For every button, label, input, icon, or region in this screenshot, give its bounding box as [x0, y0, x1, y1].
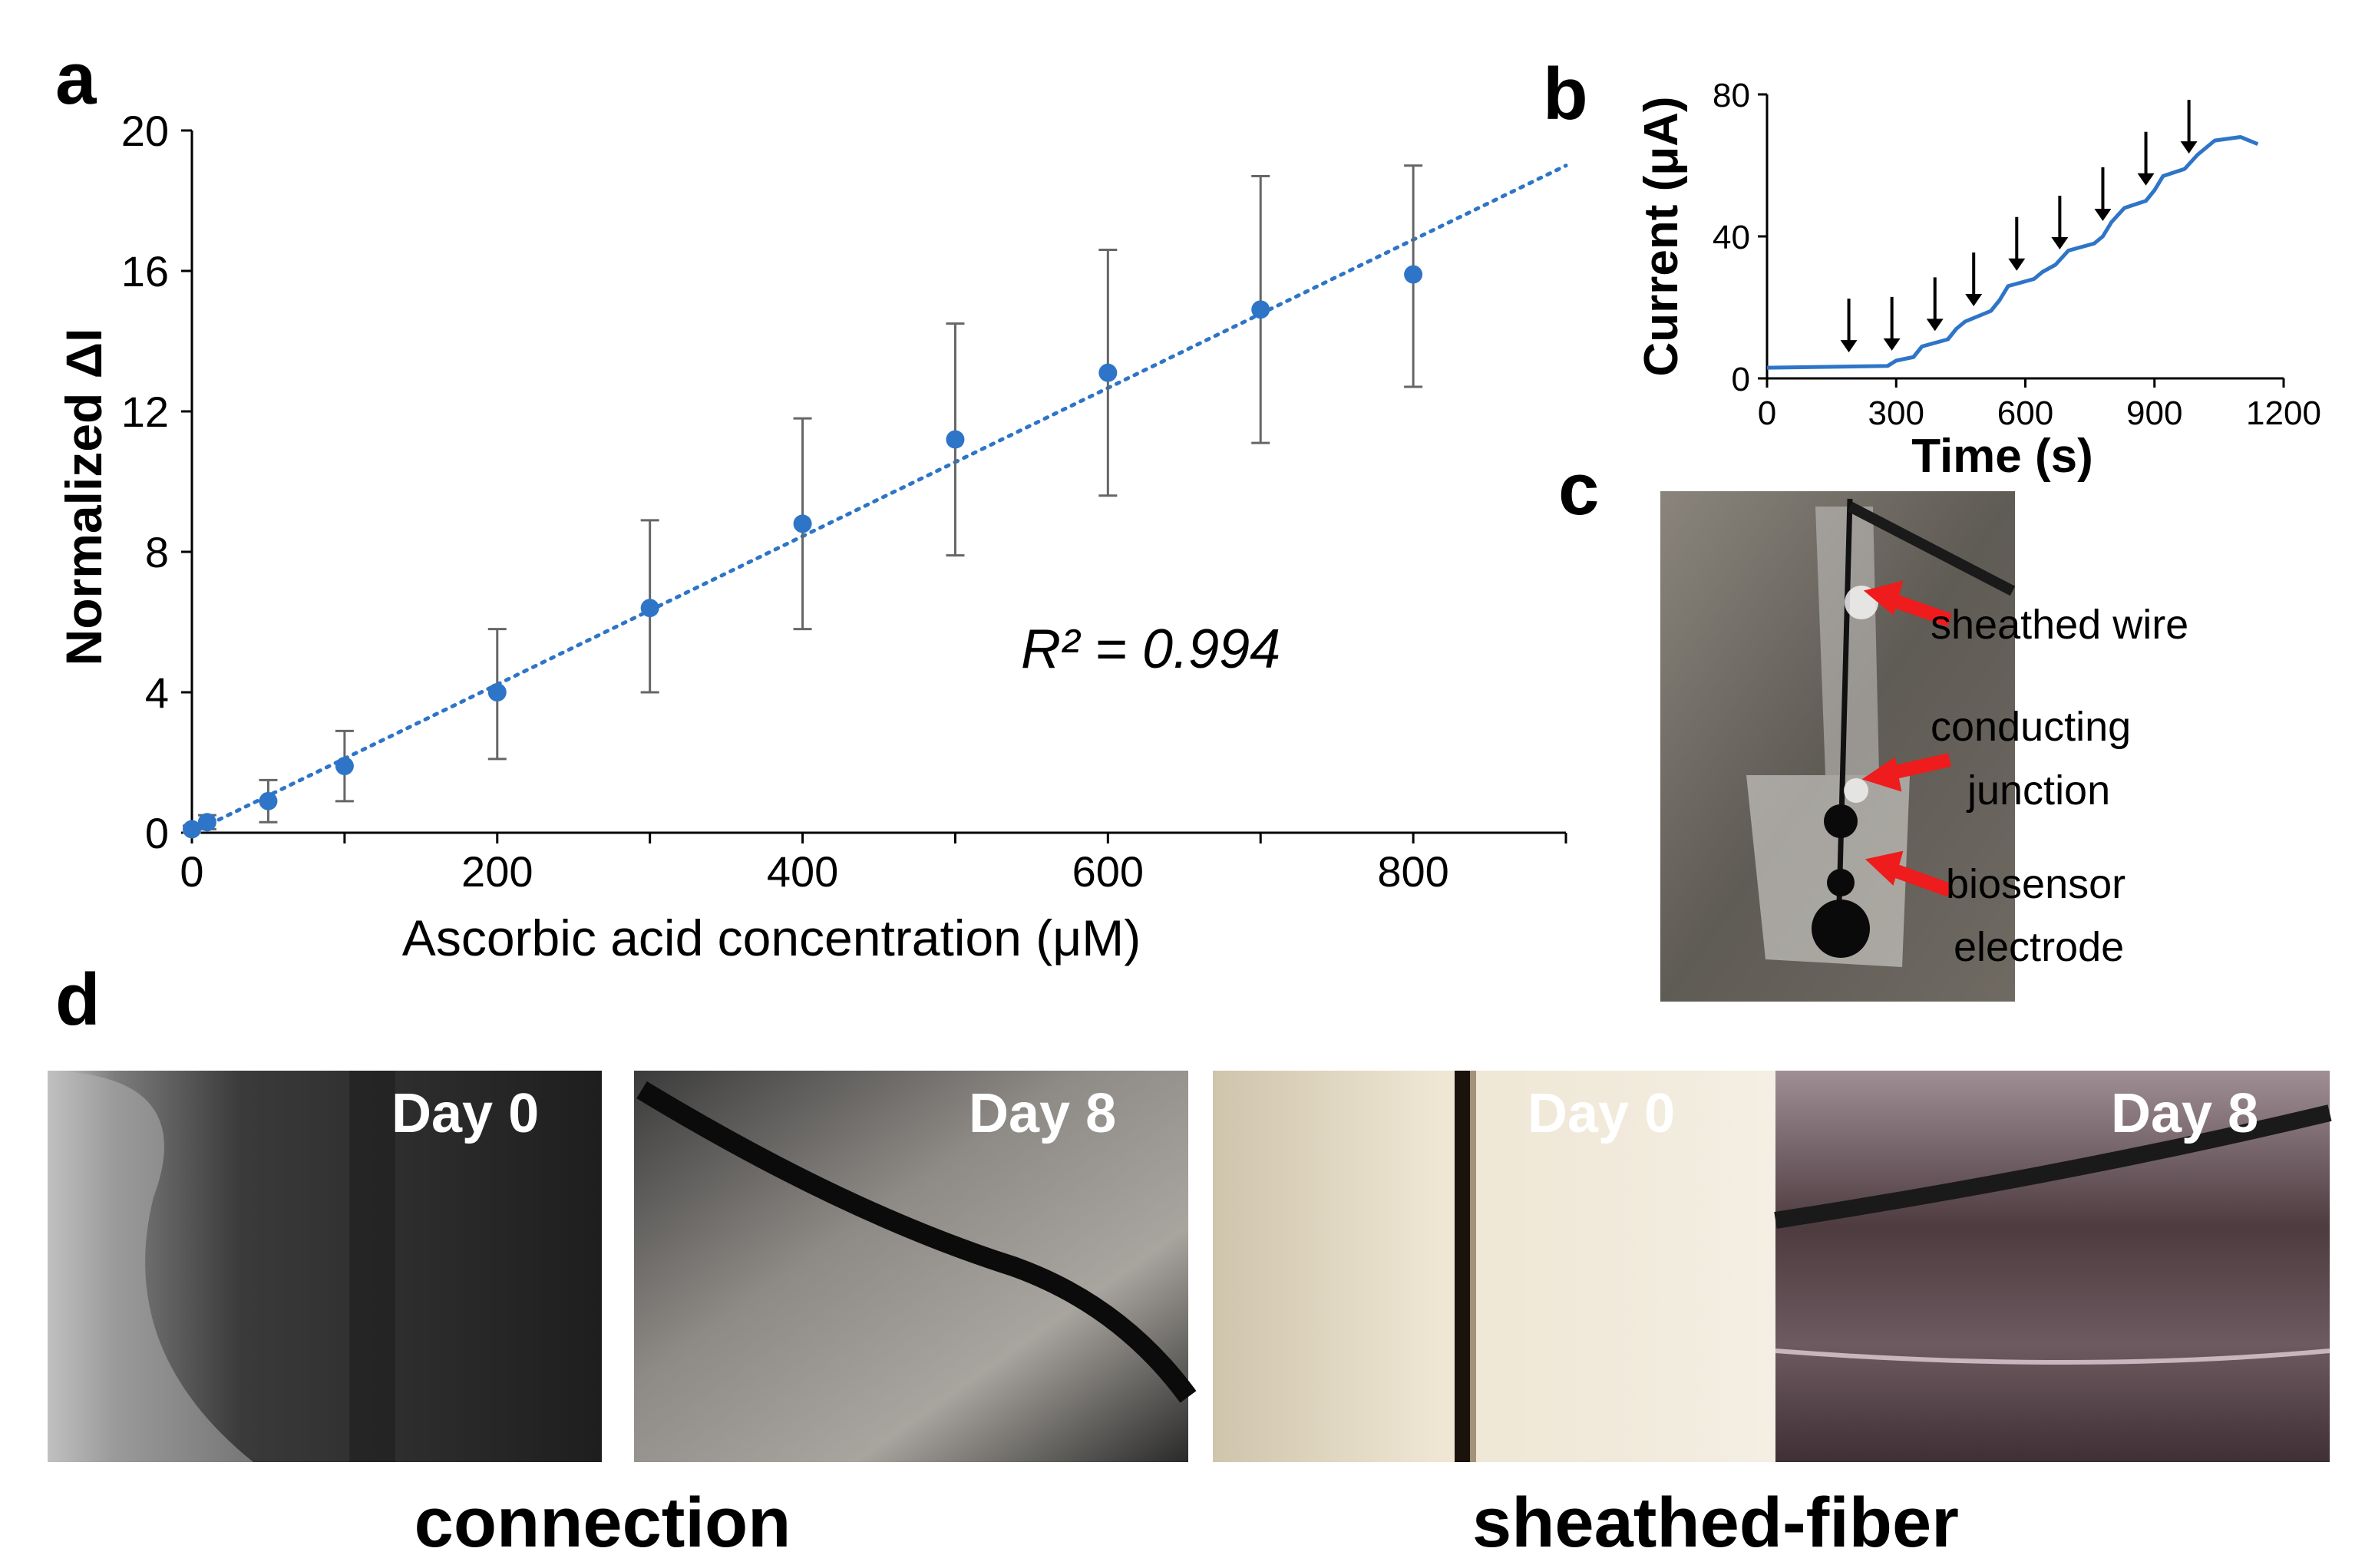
x-tick-label: 600: [1072, 847, 1144, 896]
x-tick-label: 900: [2126, 394, 2182, 432]
micrograph-connection-day0: Day 0: [48, 1071, 602, 1462]
label-junction: junction: [1966, 767, 2110, 814]
x-tick-label: 0: [180, 847, 203, 896]
data-point: [1404, 265, 1423, 284]
micrograph-sheathed-day0: Day 0: [1213, 1071, 1783, 1462]
y-tick-label: 80: [1713, 77, 1750, 114]
data-point: [640, 599, 659, 618]
chart-a-annotation: R² = 0.994: [1021, 619, 1280, 680]
data-point: [1098, 363, 1118, 382]
day-label: Day 8: [969, 1083, 1116, 1144]
data-point: [1251, 300, 1270, 319]
y-tick-label: 20: [121, 107, 169, 155]
data-point: [183, 820, 201, 839]
x-tick-label: 0: [1758, 394, 1776, 432]
arrow-sheathed-wire: [1886, 592, 1952, 627]
y-tick-label: 4: [145, 668, 169, 717]
arrow-biosensor-electrode: [1889, 863, 1953, 897]
addition-arrowhead: [2180, 141, 2198, 154]
y-tick-label: 0: [145, 809, 169, 857]
addition-arrowhead: [2008, 258, 2026, 271]
addition-arrowhead: [2051, 237, 2069, 249]
label-sheathed-wire: sheathed wire: [1931, 602, 2188, 648]
panel-label-b: b: [1543, 53, 1588, 135]
y-tick-label: 40: [1713, 219, 1750, 256]
x-tick-label: 300: [1868, 394, 1924, 432]
arrowhead-conducting-junction: [1861, 757, 1902, 792]
data-point: [946, 430, 965, 449]
x-axis-title: Time (s): [1911, 430, 2093, 483]
data-point: [335, 757, 354, 776]
x-tick-label: 200: [461, 847, 533, 896]
photo-c-arrows: [1861, 580, 1953, 897]
arrowhead-biosensor-electrode: [1865, 850, 1904, 886]
x-tick-label: 400: [767, 847, 838, 896]
caption-sheathed-fiber: sheathed-fiber: [1472, 1484, 1959, 1562]
y-axis-title: Current (μA): [1635, 96, 1688, 376]
x-tick-label: 800: [1377, 847, 1448, 896]
panel-label-a: a: [55, 38, 97, 120]
addition-arrowhead: [1840, 340, 1858, 353]
day-label: Day 8: [2111, 1083, 2258, 1144]
chart-b-line: 0 40 80 0 300 600 900 1200 Time (s) Current (μA): [1635, 77, 2321, 483]
trendline: [190, 163, 1568, 835]
arrow-conducting-junction: [1887, 753, 1951, 781]
panel-label-d: d: [55, 959, 101, 1041]
current-trace: [1766, 135, 2259, 370]
day-label: Day 0: [391, 1083, 539, 1144]
x-tick-label: 1200: [2246, 394, 2321, 432]
addition-arrowhead: [1883, 338, 1901, 351]
micrograph-sheathed-day8: Day 8: [1774, 1071, 2332, 1462]
label-electrode: electrode: [1954, 924, 2124, 970]
x-axis-title: Ascorbic acid concentration (μM): [402, 909, 1141, 966]
y-tick-label: 16: [121, 247, 169, 295]
y-axis-title: Normalized ΔI: [55, 328, 112, 666]
caption-connection: connection: [415, 1484, 791, 1562]
y-tick-label: 8: [145, 528, 169, 576]
label-biosensor: biosensor: [1946, 861, 2126, 907]
data-point: [793, 514, 812, 533]
label-conducting: conducting: [1931, 704, 2131, 750]
y-tick-label: 12: [121, 388, 169, 436]
arrowhead-sheathed-wire: [1863, 580, 1904, 616]
addition-arrowhead: [1926, 319, 1944, 332]
x-tick-label: 600: [1997, 394, 2053, 432]
data-point: [197, 813, 216, 832]
electrode-photo: [1660, 491, 2016, 1002]
day-label: Day 0: [1528, 1083, 1675, 1144]
panel-label-c: c: [1558, 448, 1599, 530]
micrograph-connection-day8: Day 8: [634, 1071, 1197, 1462]
data-point: [259, 791, 278, 810]
addition-arrowhead: [2137, 173, 2155, 186]
addition-arrowhead: [1965, 294, 1983, 306]
addition-arrowhead: [2094, 209, 2112, 221]
data-point: [487, 683, 507, 701]
y-tick-label: 0: [1732, 361, 1750, 398]
